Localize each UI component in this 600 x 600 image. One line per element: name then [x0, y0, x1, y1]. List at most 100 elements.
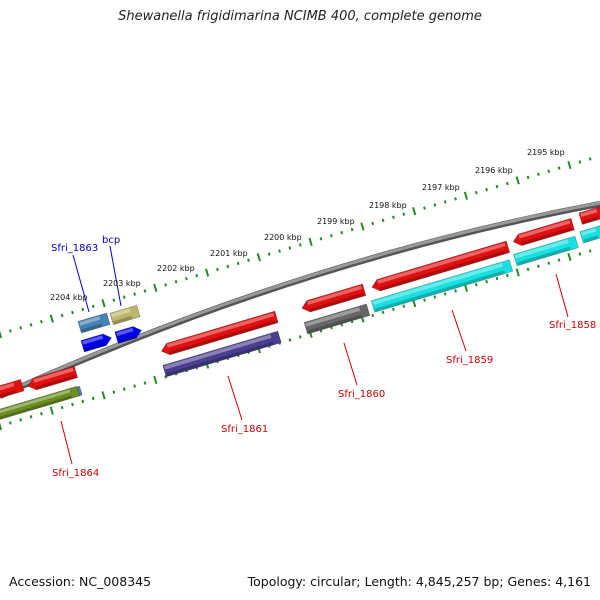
outer-scale-tick [122, 295, 126, 299]
scale-label: 2198 kbp [369, 201, 407, 210]
gene-label-sfri-1859[interactable]: Sfri_1859 [446, 355, 493, 366]
feature-cds-1861[interactable] [160, 310, 279, 357]
outer-scale-tick [495, 184, 499, 189]
feature-cds-1863[interactable] [26, 365, 79, 392]
scale-label: 2204 kbp [50, 293, 88, 302]
inner-scale-tick [433, 295, 437, 299]
inner-scale-tick [49, 406, 54, 415]
label-leaders [60, 245, 569, 465]
feature-cds-1857[interactable] [578, 205, 600, 225]
feature-gene-1857[interactable] [579, 224, 600, 244]
feature-gene-1859[interactable] [370, 259, 514, 313]
leader-sfri-1863 [72, 254, 90, 313]
outer-scale-tick [381, 218, 385, 223]
outer-scale-tick [8, 329, 12, 333]
feature-cds-1858[interactable] [512, 218, 575, 247]
outer-scale-tick [547, 169, 551, 173]
gene-label-sfri-1863[interactable]: Sfri_1863 [51, 243, 98, 254]
feature-cds-1859[interactable] [370, 240, 511, 293]
genome-summary-text: Topology: circular; Length: 4,845,257 bp… [247, 574, 591, 589]
inner-scale-tick [588, 249, 592, 253]
outer-scale-tick [537, 172, 540, 176]
inner-scale-tick [0, 422, 3, 431]
outer-scale-tick [515, 176, 520, 185]
outer-scale-tick [216, 267, 219, 272]
outer-scale-tick [329, 233, 333, 238]
gene-labels: Sfri_1863 bcp Sfri_1858 Sfri_1859 Sfri_1… [51, 235, 596, 479]
scale-labels: 2195 kbp 2196 kbp 2197 kbp 2198 kbp 2199… [50, 148, 565, 302]
gene-label-sfri-1858[interactable]: Sfri_1858 [549, 320, 596, 331]
outer-scale-tick [454, 197, 457, 201]
feature-rna-bcp[interactable] [109, 304, 141, 326]
feature-gene-1860[interactable] [303, 303, 371, 335]
outer-scale-tick [40, 319, 43, 324]
outer-scale-tick [49, 314, 54, 323]
outer-scale-tick [588, 157, 592, 161]
feature-cds-bcp[interactable] [114, 325, 143, 344]
inner-scale-tick [537, 264, 540, 268]
features [0, 205, 600, 421]
outer-scale-tick [60, 313, 64, 318]
inner-scale-tick [133, 384, 136, 388]
inner-scale-tick [454, 289, 457, 293]
scale-label: 2200 kbp [264, 233, 302, 242]
inner-scale-tick [578, 252, 582, 256]
outer-scale-tick [267, 252, 271, 256]
inner-scale-tick [381, 310, 385, 315]
outer-scale-tick [298, 243, 302, 247]
inner-scale-tick [298, 335, 302, 339]
outer-scale-tick [81, 307, 85, 312]
outer-scale-tick [29, 323, 33, 327]
leader-sfri-1859 [451, 309, 467, 352]
outer-scale-tick [0, 330, 3, 339]
inner-scale-tick [371, 313, 375, 318]
map-title: Shewanella frigidimarina NCIMB 400, comp… [118, 9, 482, 24]
inner-scale-tick [19, 418, 23, 422]
feature-cds-1860[interactable] [300, 283, 367, 314]
outer-scale-tick [143, 289, 147, 293]
feature-cds-1864[interactable] [0, 379, 25, 401]
inner-scale-tick [60, 405, 64, 410]
outer-scale-tick [278, 249, 281, 253]
leader-sfri-1864 [60, 420, 73, 465]
gene-label-sfri-1864[interactable]: Sfri_1864 [52, 468, 99, 479]
feature-gene-1858[interactable] [513, 235, 579, 267]
outer-scale-tick [526, 175, 530, 180]
feature-gene-1861[interactable] [162, 330, 282, 378]
inner-scale-tick [526, 267, 530, 272]
gene-label-sfri-1861[interactable]: Sfri_1861 [221, 424, 268, 435]
inner-scale-tick [443, 292, 447, 296]
outer-scale-tick [443, 200, 447, 204]
outer-scale-tick [463, 191, 469, 200]
inner-scale-tick [40, 411, 43, 416]
outer-scale-tick [557, 166, 561, 170]
inner-scale-tick [112, 390, 116, 394]
scale-ticks [0, 157, 592, 431]
outer-scale-tick [101, 299, 106, 308]
inner-scale-tick [392, 307, 395, 311]
feature-gene-1864[interactable] [0, 385, 81, 421]
genome-backbone-highlight [0, 201, 600, 397]
inner-scale-tick [288, 338, 292, 342]
inner-scale-tick [81, 399, 85, 404]
inner-scale-tick [567, 252, 572, 262]
gene-label-sfri-1860[interactable]: Sfri_1860 [338, 389, 385, 400]
outer-scale-tick [340, 230, 344, 235]
outer-scale-tick [195, 273, 199, 278]
outer-scale-tick [423, 206, 426, 210]
inner-scale-tick [423, 298, 426, 302]
outer-scale-tick [247, 258, 250, 263]
scale-label: 2195 kbp [527, 148, 565, 157]
leader-sfri-1861 [227, 375, 243, 421]
gene-label-bcp[interactable]: bcp [102, 235, 120, 246]
outer-scale-tick [174, 280, 178, 284]
inner-scale-tick [474, 282, 478, 287]
outer-scale-tick [433, 203, 437, 207]
inner-scale-tick [557, 258, 561, 262]
feature-cds-sfri-1863[interactable] [80, 332, 113, 353]
feature-rna-1863[interactable] [77, 312, 111, 334]
outer-scale-tick [308, 237, 313, 246]
outer-scale-tick [371, 221, 375, 226]
outer-scale-tick [350, 227, 354, 232]
